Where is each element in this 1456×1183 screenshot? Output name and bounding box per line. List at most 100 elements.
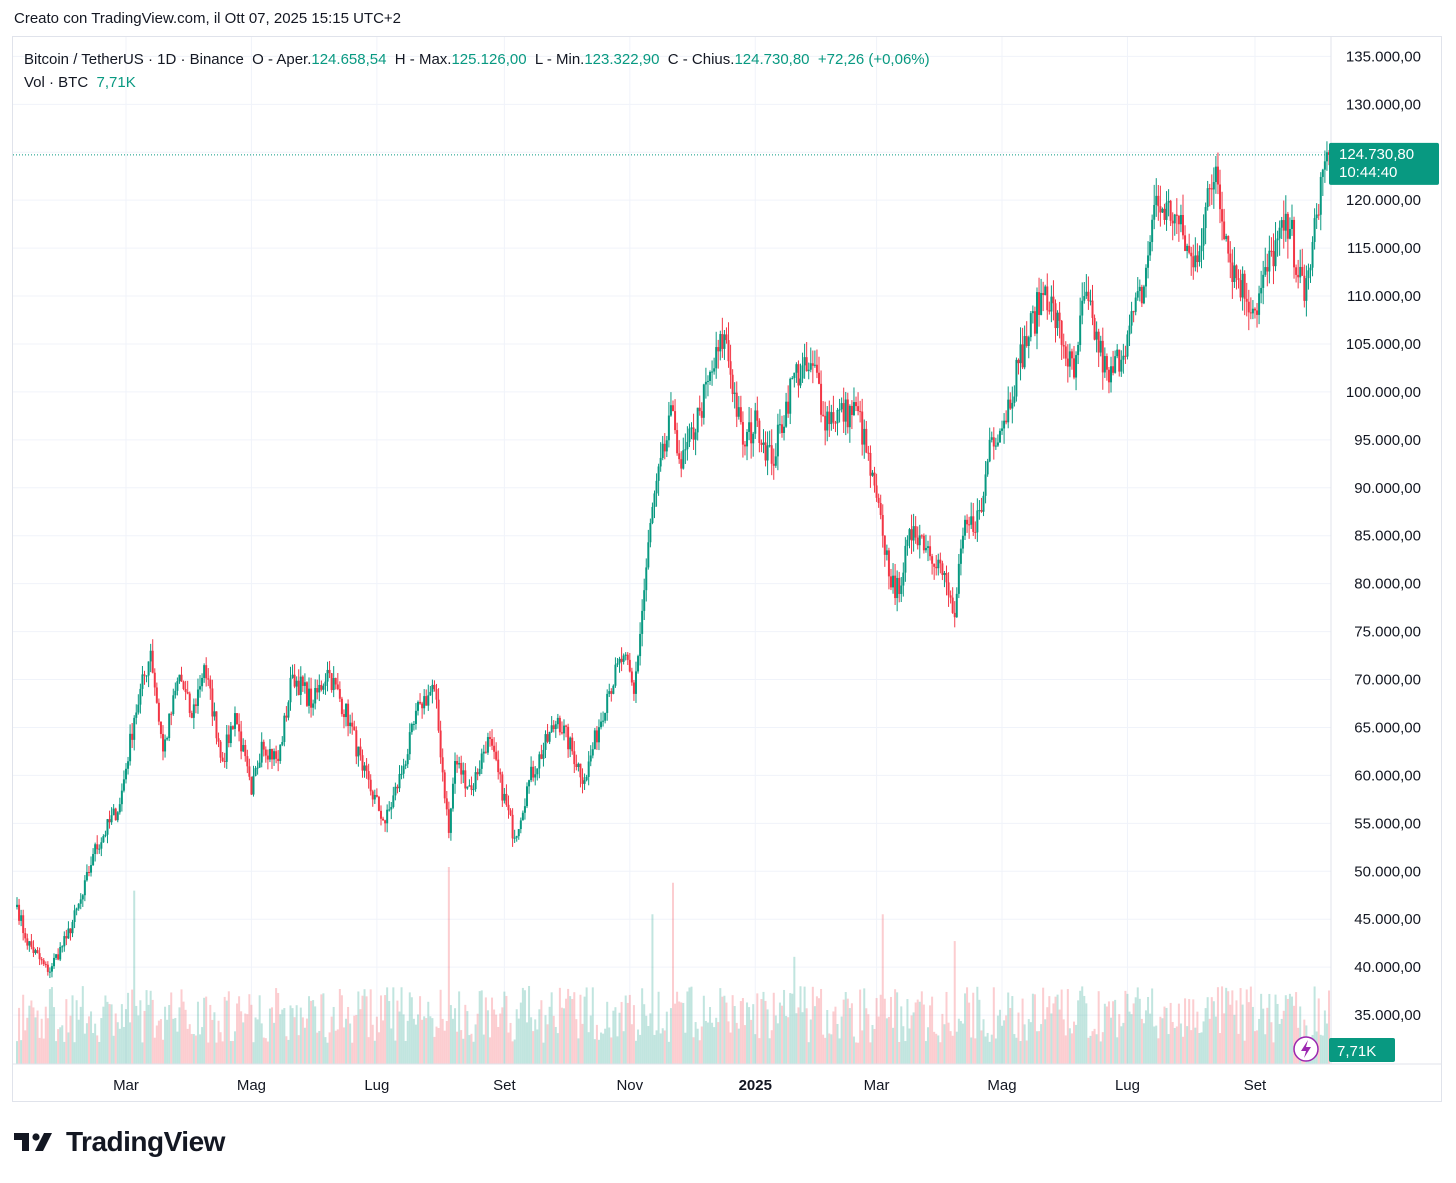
candle-body — [338, 688, 341, 699]
volume-bar — [44, 1006, 47, 1064]
volume-bar — [602, 1033, 605, 1064]
candle-body — [264, 749, 267, 756]
candle-body — [476, 772, 479, 775]
candle-body — [458, 762, 461, 765]
candle-body — [550, 725, 553, 732]
volume-bar — [28, 1005, 31, 1064]
candle-body — [79, 899, 82, 904]
candle-body — [998, 430, 1001, 443]
volume-bar — [830, 1034, 833, 1064]
candle-body — [308, 688, 311, 706]
candle-body — [1056, 312, 1059, 329]
candle-body — [682, 450, 685, 469]
volume-bar — [96, 1035, 99, 1064]
candle-body — [536, 768, 539, 775]
candle-body — [606, 693, 609, 713]
volume-bar — [394, 1040, 397, 1064]
volume-bar — [1247, 1002, 1250, 1064]
volume-bar — [1097, 991, 1100, 1064]
volume-bar — [1169, 1002, 1172, 1064]
volume-bar — [694, 1022, 697, 1064]
candle-body — [1206, 188, 1209, 208]
candle-body — [291, 674, 294, 678]
candle-body — [787, 401, 790, 414]
volume-bar — [324, 1037, 327, 1064]
candle-body — [1321, 169, 1324, 177]
volume-bar — [1011, 996, 1014, 1064]
time-axis[interactable]: Mar Mag Lug Set Nov 2025 Mar Mag Lug Set — [13, 1063, 1441, 1094]
volume-bar — [750, 1019, 753, 1064]
candle-body — [1138, 286, 1141, 292]
candle-body — [706, 380, 709, 382]
volume-bar — [762, 991, 765, 1064]
candle-body — [427, 695, 430, 706]
volume-bar — [1151, 988, 1154, 1064]
chart-frame[interactable]: 35.000,00 40.000,00 45.000,00 50.000,00 55.0… — [12, 36, 1442, 1102]
candle-body — [466, 786, 469, 789]
candle-body — [1293, 219, 1296, 268]
price-chart[interactable]: 35.000,00 40.000,00 45.000,00 50.000,00 55.0… — [13, 37, 1441, 1101]
candle-body — [1142, 286, 1145, 304]
candle-body — [857, 406, 860, 412]
candle-body — [935, 566, 938, 569]
volume-bar — [373, 1040, 376, 1064]
candle-body — [811, 363, 814, 366]
volume-bar — [1118, 1014, 1121, 1064]
volume-bar — [425, 1018, 428, 1064]
tradingview-logo[interactable]: TradingView — [14, 1126, 225, 1158]
candle-body — [1001, 428, 1004, 431]
volume-bar — [318, 1030, 321, 1064]
volume-bar — [379, 995, 382, 1064]
volume-bar — [46, 1018, 49, 1064]
volume-bar — [365, 996, 368, 1064]
candle-body — [896, 577, 899, 599]
volume-bar — [196, 1001, 199, 1064]
volume-bar — [260, 1023, 263, 1064]
volume-bar — [277, 992, 280, 1064]
volume-bar — [1276, 1003, 1279, 1064]
candle-body — [102, 836, 105, 843]
symbol-title[interactable]: Bitcoin / TetherUS · 1D · Binance — [24, 51, 244, 68]
volume-bar — [1079, 990, 1082, 1064]
candle-body — [546, 734, 549, 742]
candle-body — [207, 678, 210, 680]
candle-body — [571, 737, 574, 752]
candle-body — [285, 715, 288, 718]
volume-bar — [334, 1030, 337, 1064]
candle-body — [937, 559, 940, 569]
volume-bar — [79, 1006, 82, 1064]
candle-body — [499, 772, 502, 775]
volume-bar — [1219, 1033, 1222, 1064]
volume-bar — [818, 998, 821, 1064]
volume-bar — [87, 1016, 90, 1064]
volume-bar — [359, 1009, 362, 1064]
candle-body — [1116, 349, 1119, 357]
candle-body — [431, 684, 434, 692]
volume-bar — [931, 996, 934, 1064]
volume-bar — [1163, 1006, 1166, 1064]
volume-bar — [153, 1037, 156, 1064]
candle-body — [1188, 245, 1191, 253]
candle-body — [87, 871, 90, 873]
candle-body — [953, 612, 956, 618]
candle-body — [36, 950, 39, 954]
candle-body — [624, 654, 627, 656]
price-axis[interactable]: 35.000,00 40.000,00 45.000,00 50.000,00 55.0… — [1330, 37, 1421, 1064]
candle-body — [1229, 253, 1232, 263]
candle-body — [205, 665, 208, 679]
candle-body — [717, 347, 720, 352]
volume-bar — [1023, 1024, 1026, 1064]
candle-body — [632, 682, 635, 694]
candle-body — [540, 754, 543, 759]
candle-body — [1054, 303, 1057, 329]
candle-body — [686, 441, 689, 450]
candle-body — [75, 908, 78, 911]
candle-body — [201, 677, 204, 687]
candle-body — [268, 748, 271, 760]
volume-bar — [289, 1005, 292, 1064]
candle-body — [359, 746, 362, 756]
volume-bar — [1190, 1030, 1193, 1064]
candle-body — [711, 371, 714, 373]
candle-body — [139, 688, 142, 705]
volume-bar — [1214, 1016, 1217, 1064]
